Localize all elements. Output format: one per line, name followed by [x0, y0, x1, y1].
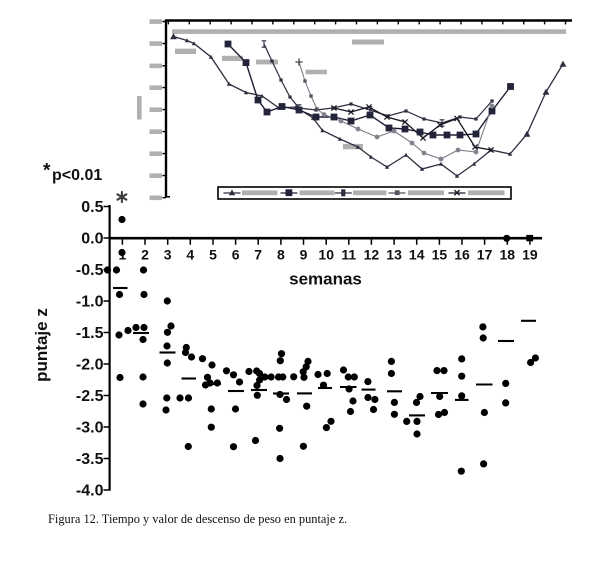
svg-text:18: 18: [500, 247, 516, 263]
svg-text:7: 7: [254, 247, 262, 263]
svg-text:14: 14: [409, 247, 425, 263]
svg-text:-4.0: -4.0: [76, 483, 104, 500]
svg-text:13: 13: [386, 247, 402, 263]
svg-text:17: 17: [477, 247, 493, 263]
svg-text:puntaje z: puntaje z: [32, 308, 51, 382]
svg-text:5: 5: [209, 247, 217, 263]
svg-text:2: 2: [141, 247, 149, 263]
svg-text:9: 9: [300, 247, 308, 263]
svg-text:4: 4: [186, 247, 194, 263]
svg-text:19: 19: [522, 247, 538, 263]
svg-text:-3.0: -3.0: [76, 420, 104, 437]
svg-text:16: 16: [454, 247, 470, 263]
svg-text:-1.5: -1.5: [76, 325, 104, 342]
svg-text:*: *: [43, 161, 51, 182]
svg-text:3: 3: [164, 247, 172, 263]
svg-text:0.0: 0.0: [81, 231, 103, 248]
svg-text:-1.0: -1.0: [76, 294, 104, 311]
svg-text:8: 8: [277, 247, 285, 263]
svg-text:15: 15: [432, 247, 448, 263]
svg-text:-2.5: -2.5: [76, 388, 104, 405]
svg-text:11: 11: [341, 247, 356, 263]
svg-text:-2.0: -2.0: [76, 357, 104, 374]
svg-text:-0.5: -0.5: [76, 262, 104, 279]
svg-text:p<0.01: p<0.01: [52, 167, 102, 184]
svg-text:12: 12: [364, 247, 380, 263]
svg-text:-3.5: -3.5: [76, 451, 104, 468]
svg-text:semanas: semanas: [289, 270, 362, 289]
svg-text:6: 6: [232, 247, 240, 263]
svg-text:10: 10: [318, 247, 334, 263]
svg-text:Figura 12. Tiempo y valor de d: Figura 12. Tiempo y valor de descenso de…: [48, 512, 347, 526]
svg-text:0.5: 0.5: [81, 199, 103, 216]
